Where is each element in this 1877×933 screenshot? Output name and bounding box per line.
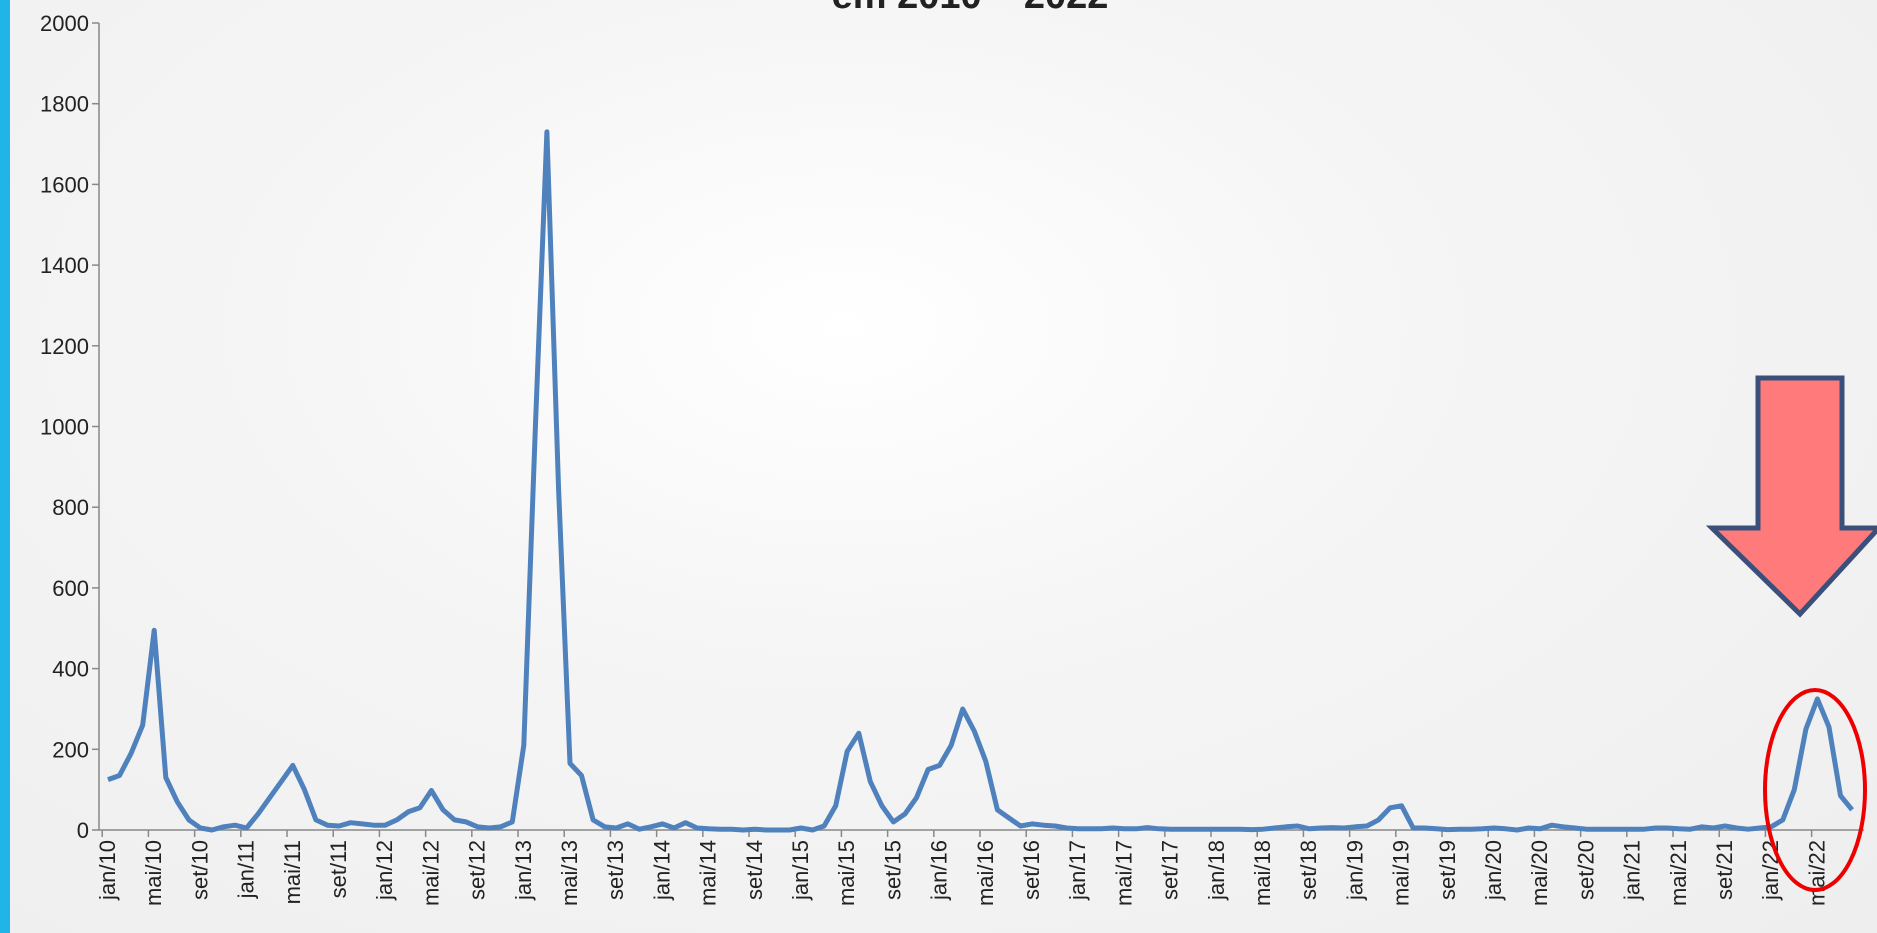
- x-tick-label: jan/13: [511, 840, 536, 901]
- x-tick-label: jan/14: [649, 840, 674, 901]
- x-tick-label: mai/15: [834, 840, 859, 906]
- x-tick-label: set/11: [326, 840, 351, 898]
- x-tick-label: mai/14: [696, 840, 721, 906]
- y-tick-label: 1800: [40, 92, 89, 117]
- y-tick-label: 1200: [40, 334, 89, 359]
- x-tick-label: jan/20: [1481, 840, 1506, 901]
- x-tick-label: set/20: [1573, 840, 1598, 900]
- y-tick-label: 1400: [40, 253, 89, 278]
- y-tick-label: 1000: [40, 415, 89, 440]
- x-tick-label: jan/17: [1065, 840, 1090, 901]
- y-tick-label: 0: [77, 818, 89, 843]
- x-tick-label: jan/10: [95, 840, 120, 901]
- x-tick-label: mai/19: [1389, 840, 1414, 906]
- x-tick-label: mai/12: [418, 840, 443, 906]
- x-tick-label: mai/18: [1250, 840, 1275, 906]
- side-bar: [0, 0, 10, 933]
- x-tick-label: mai/22: [1804, 840, 1829, 906]
- x-tick-label: set/19: [1435, 840, 1460, 900]
- x-tick-label: mai/10: [141, 840, 166, 906]
- arrow: [1705, 375, 1877, 618]
- data-line: [107, 129, 1855, 833]
- highlight-ellipse: [1763, 688, 1867, 892]
- x-tick-label: set/17: [1158, 840, 1183, 900]
- chart-title: em 2010 – 2022: [832, 0, 1109, 17]
- x-tick-label: mai/11: [280, 840, 305, 904]
- x-tick-label: jan/15: [788, 840, 813, 901]
- x-tick-label: jan/18: [1204, 840, 1229, 901]
- x-tick-label: mai/17: [1111, 840, 1136, 906]
- x-tick-label: jan/12: [372, 840, 397, 901]
- y-tick-label: 400: [52, 657, 89, 682]
- x-tick-label: mai/20: [1527, 840, 1552, 906]
- y-tick-label: 200: [52, 737, 89, 762]
- x-tick-label: mai/16: [973, 840, 998, 906]
- x-tick-label: set/14: [742, 840, 767, 900]
- x-tick-label: jan/19: [1342, 840, 1367, 901]
- x-tick-label: set/13: [603, 840, 628, 900]
- y-tick-label: 600: [52, 576, 89, 601]
- x-tick-label: set/16: [1019, 840, 1044, 900]
- y-tick-label: 800: [52, 495, 89, 520]
- x-tick-label: set/10: [187, 840, 212, 900]
- x-tick-label: jan/11: [234, 840, 259, 899]
- x-tick-label: jan/16: [927, 840, 952, 901]
- x-tick-label: jan/22: [1758, 840, 1783, 901]
- x-tick-label: mai/21: [1666, 840, 1691, 906]
- x-tick-label: jan/21: [1620, 840, 1645, 901]
- x-tick-label: set/12: [465, 840, 490, 900]
- x-tick-label: set/18: [1296, 840, 1321, 900]
- y-tick-label: 1600: [40, 172, 89, 197]
- x-tick-label: set/15: [880, 840, 905, 900]
- x-tick-label: set/21: [1712, 840, 1737, 900]
- y-tick-label: 2000: [40, 11, 89, 36]
- x-tick-label: mai/13: [557, 840, 582, 906]
